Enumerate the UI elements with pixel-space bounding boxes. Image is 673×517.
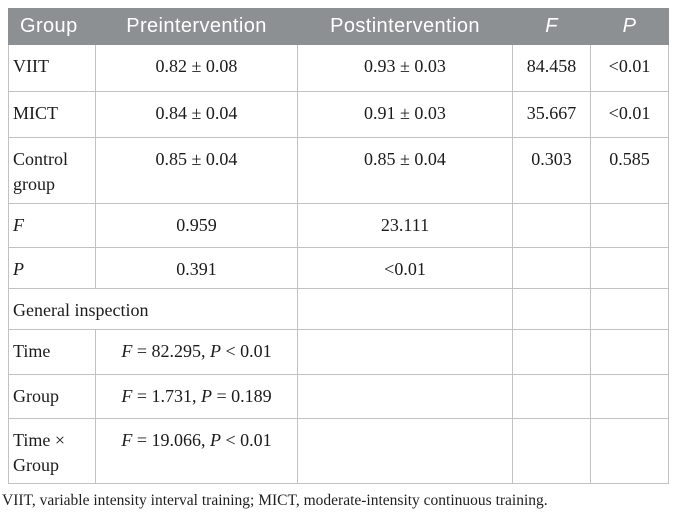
empty-cell: [512, 288, 591, 330]
empty-cell: [590, 418, 669, 484]
table-row-f: F 0.959 23.111: [8, 203, 669, 248]
viit-preintervention-value: 0.82 ± 0.08: [95, 44, 298, 92]
empty-cell: [512, 418, 591, 484]
empty-cell: [512, 374, 591, 419]
mict-preintervention-value: 0.84 ± 0.04: [95, 91, 298, 138]
empty-cell: [297, 418, 513, 484]
empty-cell: [297, 374, 513, 419]
column-header-group-label: Group: [20, 15, 78, 37]
table-row-group: Group F = 1.731, P = 0.189: [8, 374, 669, 419]
p-preintervention-value: 0.391: [95, 247, 298, 289]
row-label-group: Group: [8, 374, 96, 419]
empty-cell: [297, 329, 513, 375]
viit-f-value: 84.458: [512, 44, 591, 92]
row-label-viit: VIIT: [8, 44, 96, 92]
mict-postintervention-value: 0.91 ± 0.03: [297, 91, 513, 138]
column-header-p: P: [590, 8, 669, 45]
viit-p-value: <0.01: [590, 44, 669, 92]
table-footnote: VIIT, variable intensity interval traini…: [2, 492, 548, 509]
row-label-p: P: [8, 247, 96, 289]
row-label-control-group: Control group: [8, 137, 96, 204]
column-header-postintervention-label: Postintervention: [330, 15, 480, 37]
control-preintervention-value: 0.85 ± 0.04: [95, 137, 298, 204]
table-header-row: Group Preintervention Postintervention F…: [8, 8, 669, 45]
f-preintervention-value: 0.959: [95, 203, 298, 248]
time-x-group-statistic: F = 19.066, P < 0.01: [95, 418, 298, 484]
empty-cell: [512, 203, 591, 248]
empty-cell: [590, 329, 669, 375]
empty-cell: [590, 247, 669, 289]
results-table: Group Preintervention Postintervention F…: [8, 8, 669, 484]
column-header-preintervention: Preintervention: [95, 8, 298, 45]
empty-cell: [512, 247, 591, 289]
control-f-value: 0.303: [512, 137, 591, 204]
p-postintervention-value: <0.01: [297, 247, 513, 289]
group-p-symbol: P: [201, 386, 212, 406]
column-header-f-label: F: [545, 15, 558, 37]
time-x-group-f-value: = 19.066,: [132, 430, 210, 450]
time-statistic: F = 82.295, P < 0.01: [95, 329, 298, 375]
column-header-p-label: P: [622, 15, 637, 37]
group-f-value: = 1.731,: [132, 386, 201, 406]
empty-cell: [590, 374, 669, 419]
time-f-symbol: F: [121, 341, 133, 361]
table-row-control-group: Control group 0.85 ± 0.04 0.85 ± 0.04 0.…: [8, 137, 669, 204]
p-row-symbol: P: [13, 259, 24, 279]
control-p-value: 0.585: [590, 137, 669, 204]
group-statistic: F = 1.731, P = 0.189: [95, 374, 298, 419]
row-label-time-x-group: Time × Group: [8, 418, 96, 484]
table-row-time-x-group: Time × Group F = 19.066, P < 0.01: [8, 418, 669, 484]
time-p-value: < 0.01: [221, 341, 272, 361]
column-header-postintervention: Postintervention: [297, 8, 513, 45]
column-header-group: Group: [8, 8, 96, 45]
column-header-preintervention-label: Preintervention: [126, 15, 267, 37]
f-row-symbol: F: [13, 215, 24, 235]
f-postintervention-value: 23.111: [297, 203, 513, 248]
general-inspection-label: General inspection: [8, 288, 298, 330]
mict-p-value: <0.01: [590, 91, 669, 138]
column-header-f: F: [512, 8, 591, 45]
table-row-general-inspection: General inspection: [8, 288, 669, 330]
empty-cell: [297, 288, 513, 330]
time-x-group-p-symbol: P: [210, 430, 221, 450]
time-f-value: = 82.295,: [132, 341, 210, 361]
empty-cell: [512, 329, 591, 375]
time-x-group-p-value: < 0.01: [221, 430, 272, 450]
row-label-f: F: [8, 203, 96, 248]
empty-cell: [590, 288, 669, 330]
table-row-viit: VIIT 0.82 ± 0.08 0.93 ± 0.03 84.458 <0.0…: [8, 44, 669, 92]
table-row-mict: MICT 0.84 ± 0.04 0.91 ± 0.03 35.667 <0.0…: [8, 91, 669, 138]
table-row-p: P 0.391 <0.01: [8, 247, 669, 289]
viit-postintervention-value: 0.93 ± 0.03: [297, 44, 513, 92]
control-postintervention-value: 0.85 ± 0.04: [297, 137, 513, 204]
group-f-symbol: F: [121, 386, 133, 406]
row-label-time: Time: [8, 329, 96, 375]
table-row-time: Time F = 82.295, P < 0.01: [8, 329, 669, 375]
mict-f-value: 35.667: [512, 91, 591, 138]
empty-cell: [590, 203, 669, 248]
row-label-mict: MICT: [8, 91, 96, 138]
time-x-group-f-symbol: F: [121, 430, 133, 450]
group-p-value: = 0.189: [212, 386, 272, 406]
time-p-symbol: P: [210, 341, 221, 361]
